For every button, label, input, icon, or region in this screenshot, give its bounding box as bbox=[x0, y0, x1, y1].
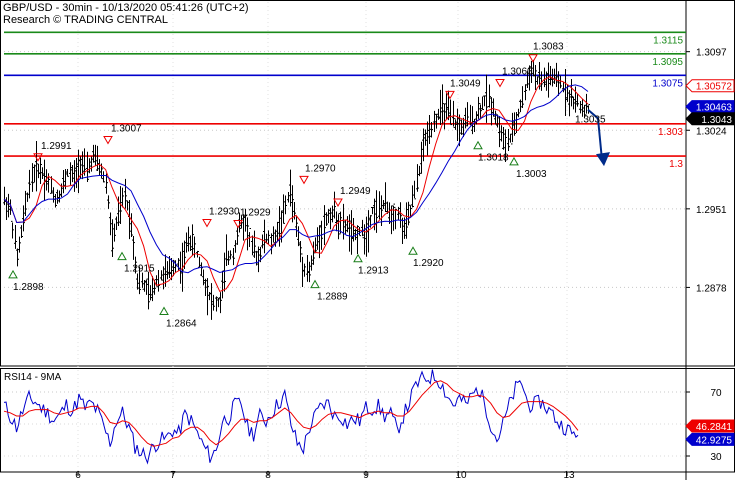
annotation-label: 1.3035 bbox=[575, 114, 606, 125]
price-y-tick-label: 1.3097 bbox=[696, 48, 727, 59]
x-tick-label: 8 bbox=[265, 470, 271, 480]
annotation-label: 1.3007 bbox=[111, 124, 142, 135]
level-label: 1.303 bbox=[658, 127, 683, 138]
level-label: 1.3115 bbox=[653, 35, 683, 46]
resistance-marker bbox=[445, 90, 455, 100]
annotation-label: 1.3018 bbox=[478, 153, 509, 164]
annotation-label: 1.2920 bbox=[413, 258, 444, 269]
annotation-label: 1.2970 bbox=[305, 163, 336, 174]
annotation-label: 1.2864 bbox=[166, 318, 197, 329]
price-bars bbox=[3, 59, 590, 320]
support-marker bbox=[408, 246, 418, 255]
annotation-label: 1.2991 bbox=[41, 141, 72, 152]
price-tag-label: 1.3043 bbox=[701, 115, 732, 126]
resistance-marker bbox=[103, 136, 113, 145]
price-tag bbox=[685, 79, 735, 93]
price-tag bbox=[685, 112, 735, 126]
resistance-marker bbox=[528, 54, 538, 63]
x-tick-label: 6 bbox=[75, 470, 81, 480]
rsi-line bbox=[3, 369, 579, 465]
price-ma-fast bbox=[3, 76, 589, 293]
price-tag bbox=[685, 100, 735, 114]
projection-arrow bbox=[587, 109, 603, 161]
x-tick-label: 7 bbox=[170, 470, 176, 480]
price-ma-slow bbox=[3, 84, 589, 274]
annotation-label: 1.2930 bbox=[209, 206, 240, 217]
price-tag-label: 1.30463 bbox=[696, 103, 733, 114]
resistance-marker bbox=[33, 153, 43, 162]
resistance-marker bbox=[495, 79, 505, 88]
rsi-title: RSI14 - 9MA bbox=[4, 372, 62, 383]
rsi-value-tag-label: 46.2841 bbox=[696, 422, 733, 433]
annotation-label: 1.2898 bbox=[13, 282, 44, 293]
support-marker bbox=[310, 279, 320, 289]
annotation-label: 1.3049 bbox=[450, 78, 481, 89]
annotation-label: 1.3083 bbox=[533, 42, 564, 53]
annotation-label: 1.2915 bbox=[124, 264, 155, 275]
rsi-value-tag-label: 42.9275 bbox=[696, 435, 733, 446]
x-tick-label: 13 bbox=[563, 470, 575, 480]
annotation-label: 1.2889 bbox=[317, 292, 348, 303]
price-y-tick-label: 1.3024 bbox=[696, 126, 727, 137]
support-marker bbox=[509, 156, 519, 166]
support-marker bbox=[117, 251, 127, 261]
resistance-marker bbox=[202, 218, 212, 228]
x-tick-label: 10 bbox=[455, 470, 467, 480]
projection-arrowhead bbox=[596, 152, 610, 167]
support-marker bbox=[159, 306, 169, 315]
annotation-label: 1.2949 bbox=[340, 186, 371, 197]
price-y-tick-label: 1.2951 bbox=[696, 205, 727, 216]
support-marker bbox=[8, 269, 18, 279]
chart-subtitle: Research © TRADING CENTRAL bbox=[3, 14, 168, 26]
resistance-marker bbox=[333, 198, 343, 207]
support-marker bbox=[353, 253, 363, 263]
resistance-marker bbox=[233, 220, 243, 229]
annotation-label: 1.3003 bbox=[516, 169, 547, 180]
rsi-ma-line bbox=[3, 380, 579, 447]
resistance-marker bbox=[299, 175, 309, 185]
level-label: 1.3075 bbox=[652, 78, 683, 89]
x-tick-label: 9 bbox=[363, 470, 369, 480]
price-y-tick-label: 1.2878 bbox=[696, 283, 727, 294]
price-tag-label: 1.30572 bbox=[696, 82, 733, 93]
annotation-label: 1.3060 bbox=[502, 67, 533, 78]
support-marker bbox=[473, 140, 483, 150]
rsi-value-tag bbox=[685, 432, 735, 446]
annotation-label: 1.2913 bbox=[358, 266, 389, 277]
rsi-y-tick-label: 30 bbox=[710, 452, 722, 463]
level-label: 1.3 bbox=[669, 159, 683, 170]
annotation-label: 1.2929 bbox=[240, 208, 271, 219]
rsi-y-tick-label: 70 bbox=[710, 388, 722, 399]
rsi-value-tag bbox=[685, 419, 735, 433]
chart-title: GBP/USD - 30min - 10/13/2020 05:41:26 (U… bbox=[3, 2, 249, 14]
level-label: 1.3095 bbox=[652, 57, 683, 68]
